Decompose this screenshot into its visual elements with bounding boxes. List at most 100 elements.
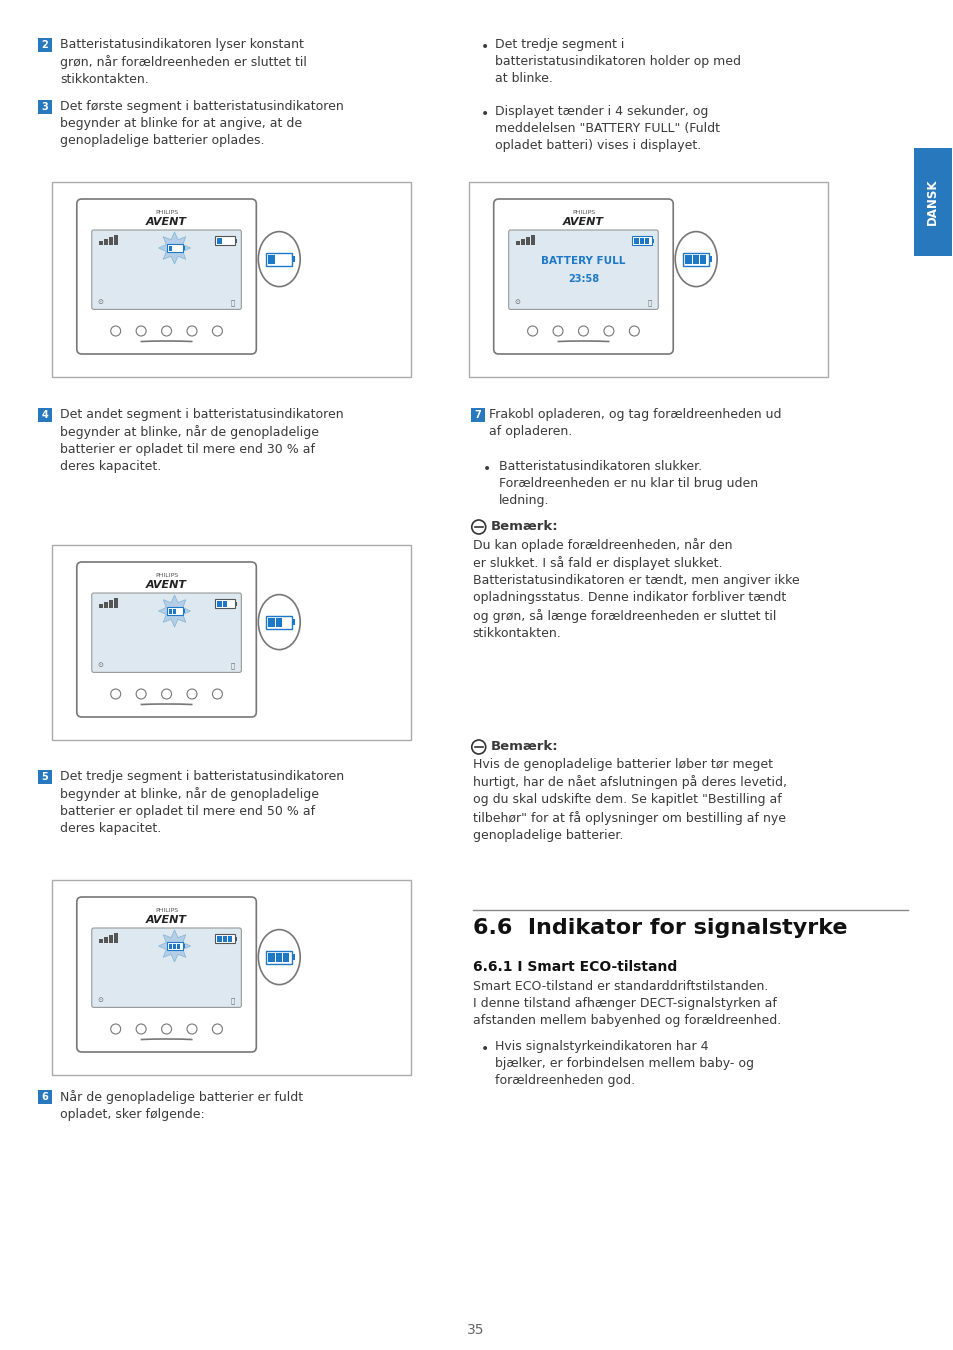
Text: PHILIPS: PHILIPS [154, 909, 178, 913]
Text: ⊙: ⊙ [98, 998, 104, 1003]
Text: ⊙: ⊙ [98, 300, 104, 305]
Bar [109, 238, 112, 244]
Polygon shape [158, 595, 191, 626]
Circle shape [472, 740, 485, 755]
FancyBboxPatch shape [91, 593, 241, 672]
Circle shape [136, 325, 146, 336]
Circle shape [629, 325, 639, 336]
Text: Displayet tænder i 4 sekunder, og
meddelelsen "BATTERY FULL" (Fuldt
opladet batt: Displayet tænder i 4 sekunder, og meddel… [495, 105, 719, 153]
Circle shape [111, 688, 121, 699]
Bar [51, 880, 411, 1075]
Bar [38, 38, 51, 53]
Bar [113, 933, 117, 944]
Bar [167, 942, 182, 950]
Circle shape [111, 1025, 121, 1034]
Bar [176, 944, 179, 949]
Text: Det tredje segment i batteristatusindikatoren
begynder at blinke, når de genopla: Det tredje segment i batteristatusindika… [60, 769, 344, 836]
Bar [275, 953, 282, 961]
Text: 35: 35 [467, 1323, 484, 1336]
Bar [644, 238, 649, 243]
Bar [38, 100, 51, 113]
FancyBboxPatch shape [77, 562, 256, 717]
Circle shape [111, 325, 121, 336]
Bar [215, 236, 235, 244]
Bar [182, 609, 184, 613]
Text: •: • [482, 462, 491, 477]
Circle shape [187, 688, 196, 699]
Bar [38, 769, 51, 784]
Bar [222, 936, 227, 941]
Circle shape [213, 325, 222, 336]
Text: PHILIPS: PHILIPS [154, 211, 178, 215]
Bar [632, 236, 652, 244]
Bar [235, 937, 237, 941]
Bar [228, 936, 233, 941]
Bar [104, 937, 108, 944]
Bar [169, 609, 172, 613]
Text: •: • [480, 107, 489, 122]
Bar [235, 239, 237, 243]
Text: AVENT: AVENT [146, 580, 187, 590]
Text: Hvis de genopladelige batterier løber tør meget
hurtigt, har de nået afslutninge: Hvis de genopladelige batterier løber tø… [473, 757, 786, 841]
Text: ⊙: ⊙ [515, 300, 520, 305]
Bar [275, 617, 282, 626]
Text: Du kan oplade forældreenheden, når den
er slukket. I så fald er displayet slukke: Du kan oplade forældreenheden, når den e… [473, 539, 799, 640]
Text: ⏻: ⏻ [230, 300, 234, 305]
Bar [217, 238, 221, 243]
Bar [99, 242, 103, 244]
Bar [266, 950, 292, 964]
Text: Det andet segment i batteristatusindikatoren
begynder at blinke, når de genoplad: Det andet segment i batteristatusindikat… [60, 408, 343, 474]
Circle shape [161, 688, 172, 699]
FancyBboxPatch shape [77, 198, 256, 354]
Bar [51, 545, 411, 740]
Text: PHILIPS: PHILIPS [571, 211, 595, 215]
Bar [530, 235, 534, 244]
Bar [516, 242, 519, 244]
Bar [109, 599, 112, 608]
Bar [684, 255, 691, 263]
FancyBboxPatch shape [494, 198, 673, 354]
Text: Frakobl opladeren, og tag forældreenheden ud
af opladeren.: Frakobl opladeren, og tag forældreenhede… [488, 408, 781, 437]
Circle shape [472, 520, 485, 535]
Text: 23:58: 23:58 [567, 274, 598, 284]
Bar [708, 256, 711, 262]
Bar [292, 256, 294, 262]
Circle shape [136, 1025, 146, 1034]
Text: 6.6.1 I Smart ECO-tilstand: 6.6.1 I Smart ECO-tilstand [473, 960, 677, 973]
Text: ⏻: ⏻ [230, 662, 234, 668]
Text: Hvis signalstyrkeindikatoren har 4
bjælker, er forbindelsen mellem baby- og
foræ: Hvis signalstyrkeindikatoren har 4 bjælk… [495, 1040, 753, 1087]
Bar [470, 408, 484, 423]
FancyBboxPatch shape [508, 230, 658, 309]
Text: Når de genopladelige batterier er fuldt
opladet, sker følgende:: Når de genopladelige batterier er fuldt … [60, 1089, 303, 1120]
Bar [634, 238, 638, 243]
Bar [292, 954, 294, 960]
Text: 2: 2 [42, 40, 49, 50]
Circle shape [187, 1025, 196, 1034]
Text: AVENT: AVENT [562, 217, 603, 227]
Circle shape [136, 688, 146, 699]
Text: 6: 6 [42, 1092, 49, 1102]
FancyBboxPatch shape [77, 896, 256, 1052]
Bar [913, 148, 950, 256]
Bar [217, 936, 221, 941]
Ellipse shape [675, 232, 717, 286]
Bar [51, 182, 411, 377]
Bar [682, 252, 708, 266]
Bar [38, 408, 51, 423]
Circle shape [161, 325, 172, 336]
Text: Bemærk:: Bemærk: [490, 740, 558, 753]
Bar [104, 602, 108, 608]
Text: ⏻: ⏻ [230, 998, 234, 1003]
Text: 4: 4 [42, 410, 49, 420]
Bar [99, 603, 103, 608]
Text: 6.6  Indikator for signalstyrke: 6.6 Indikator for signalstyrke [473, 918, 846, 938]
Text: AVENT: AVENT [146, 217, 187, 227]
Bar [268, 617, 274, 626]
Text: Bemærk:: Bemærk: [490, 520, 558, 533]
Circle shape [553, 325, 562, 336]
Bar [639, 238, 643, 243]
Bar [109, 936, 112, 944]
Bar [217, 601, 221, 606]
FancyBboxPatch shape [91, 927, 241, 1007]
Bar [167, 244, 182, 252]
